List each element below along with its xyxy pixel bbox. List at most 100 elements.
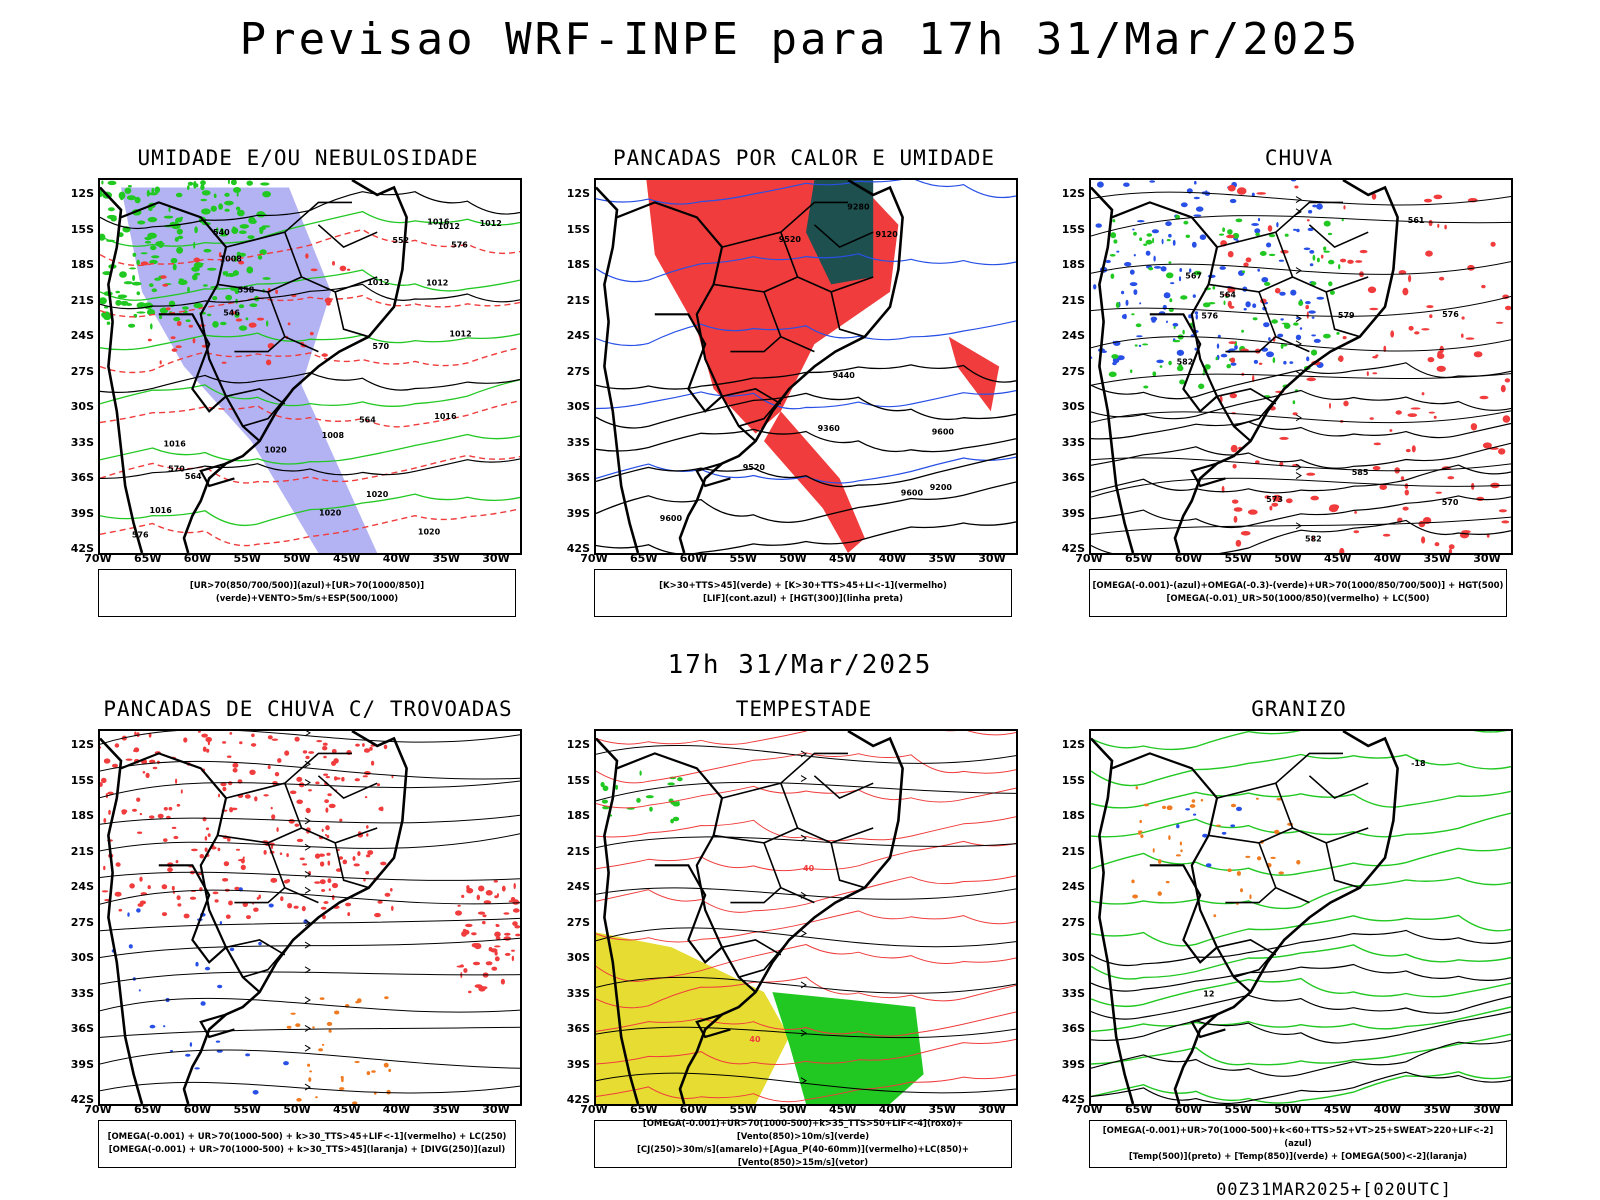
streamline-arrow <box>304 817 311 825</box>
contour-label: 564 <box>185 472 202 481</box>
lon-tick-label: 65W <box>134 1103 162 1116</box>
contour-line <box>596 875 1016 913</box>
contour-label: 570 <box>168 465 185 474</box>
contour-line <box>596 456 1016 484</box>
contour-label: 1016 <box>434 412 457 421</box>
red-region <box>764 411 865 553</box>
contour-line <box>1091 1011 1511 1044</box>
lon-tick-label: 70W <box>580 552 608 565</box>
state-line <box>813 224 874 249</box>
contour-label: 564 <box>1219 290 1236 299</box>
border-line <box>695 1013 731 1039</box>
lon-tick-label: 30W <box>978 1103 1006 1116</box>
panel-legend: [OMEGA(-0.001) + UR>70(1000-500) + k>30_… <box>98 1120 516 1168</box>
lat-tick-label: 18S <box>566 258 590 271</box>
contour-label: 9600 <box>660 514 683 523</box>
lat-tick-label: 15S <box>566 222 590 236</box>
border-line <box>1091 186 1135 553</box>
contour-line <box>1091 1071 1511 1104</box>
streamline <box>596 836 1016 849</box>
lat-tick-label: 30S <box>1061 951 1085 964</box>
lon-tick-label: 65W <box>1125 1103 1153 1116</box>
lon-tick-label: 35W <box>1423 552 1451 565</box>
contour-line <box>596 731 1016 745</box>
contour-label: 564 <box>359 416 376 425</box>
contour-line <box>100 493 520 527</box>
state-line <box>1258 291 1310 353</box>
legend-line: [OMEGA(-0.001) + UR>70(1000-500) + k>30_… <box>107 1132 507 1142</box>
streamline-arrow <box>304 870 311 878</box>
lon-tick-label: 50W <box>1274 552 1302 565</box>
lon-tick-label: 30W <box>1473 552 1501 565</box>
contour-line <box>1091 994 1511 1020</box>
state-line <box>225 388 286 405</box>
contour-label: 9120 <box>876 230 899 239</box>
lat-tick-label: 30S <box>566 400 590 413</box>
border-line <box>616 752 757 993</box>
border-line <box>1111 201 1252 442</box>
state-line <box>813 775 874 800</box>
streamline-arrow <box>800 750 807 758</box>
contour-label: 9280 <box>847 203 870 212</box>
legend-line: [OMEGA(-0.001)+UR>70(1000-500)+k>35_TTS>… <box>642 1119 964 1142</box>
lat-tick-label: 27S <box>1061 915 1085 929</box>
lon-tick-label: 45W <box>1324 1103 1352 1116</box>
lat-tick-label: 21S <box>566 844 590 858</box>
streamline-arrow <box>1295 196 1302 203</box>
lon-tick-label: 50W <box>283 552 311 565</box>
state-line <box>1216 939 1277 956</box>
contour-line <box>100 379 520 407</box>
streamline <box>100 937 520 958</box>
streamline <box>1091 477 1511 498</box>
contour-line <box>596 390 1016 410</box>
lon-tick-label: 45W <box>333 1103 361 1116</box>
lat-tick-label: 27S <box>566 364 590 378</box>
streamline <box>596 745 1016 764</box>
lat-tick-label: 36S <box>566 471 590 484</box>
lon-tick-label: 70W <box>1075 1103 1103 1116</box>
lat-tick-label: 39S <box>1061 1057 1085 1071</box>
panel-title: PANCADAS DE CHUVA C/ TROVOADAS <box>103 697 513 721</box>
legend-line: [K>30+TTS>45](verde) + [K>30+TTS>45+LI<-… <box>659 581 947 591</box>
lon-tick-label: 35W <box>1423 1103 1451 1116</box>
border-line <box>120 752 261 993</box>
lat-tick-label: 12S <box>1061 738 1085 751</box>
border-line <box>1091 737 1135 1104</box>
lon-tick-label: 30W <box>1473 1103 1501 1116</box>
streamline <box>100 889 520 905</box>
legend-line: [LIF](cont.azul) + [HGT(300)](linha pret… <box>702 594 904 604</box>
shaded-field <box>100 180 271 331</box>
panel-title: PANCADAS POR CALOR E UMIDADE <box>612 146 995 170</box>
streamline <box>1091 261 1511 275</box>
state-line <box>1225 336 1277 353</box>
contour-line <box>1091 812 1511 838</box>
shaded-field <box>286 996 392 1104</box>
lat-tick-label: 30S <box>70 400 94 413</box>
lat-tick-label: 39S <box>70 506 94 520</box>
contour-line <box>1091 914 1511 947</box>
lat-tick-label: 33S <box>1061 435 1085 449</box>
border-line <box>158 864 227 964</box>
contour-label: 40 <box>749 1035 761 1044</box>
lon-tick-label: 60W <box>679 1103 708 1116</box>
contour-label: 567 <box>1185 272 1202 281</box>
map-svg: 40 40 <box>596 731 1016 1104</box>
lon-tick-label: 60W <box>679 552 708 565</box>
contour-label: 1012 <box>426 278 448 287</box>
border-line <box>1149 864 1218 964</box>
lat-tick-label: 21S <box>1061 844 1085 858</box>
map-panel: 585 582 576 573 570 567 564 561 582 579 576 <box>1089 178 1513 555</box>
state-line <box>1216 752 1343 799</box>
lon-tick-label: 55W <box>233 1103 261 1116</box>
contour-label: 1016 <box>164 440 187 449</box>
lon-tick-label: 30W <box>978 552 1006 565</box>
contour-line <box>1091 731 1508 751</box>
streamline <box>1091 215 1511 237</box>
contour-line <box>100 332 520 351</box>
contour-line <box>1091 753 1511 787</box>
state-line <box>738 388 790 427</box>
panel-legend: [UR>70(850/700/500)](azul)+[UR>70(1000/8… <box>98 569 516 617</box>
streamline-arrow <box>1295 472 1302 479</box>
legend-line: [OMEGA(-0.01)_UR>50(1000/850)(vermelho) … <box>1166 594 1430 604</box>
state-line <box>1216 201 1343 248</box>
